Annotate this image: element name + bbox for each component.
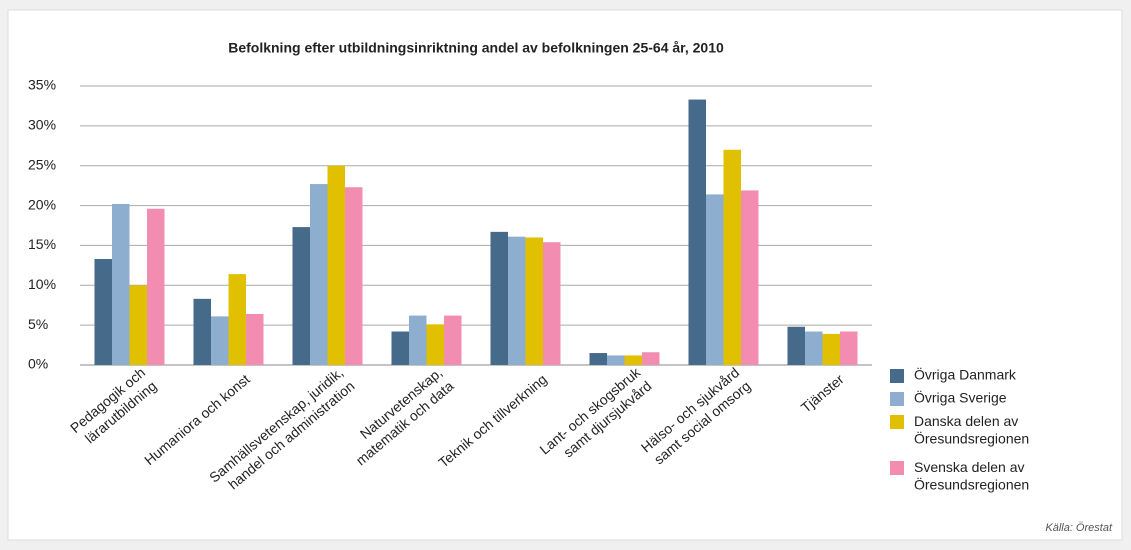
bar: [589, 353, 607, 365]
bar: [741, 190, 759, 365]
y-tick-label: 15%: [28, 236, 56, 252]
bar: [426, 324, 444, 365]
bar: [444, 315, 462, 365]
bar: [607, 355, 625, 365]
bar: [129, 285, 147, 365]
bar: [228, 274, 246, 365]
legend-swatch: [890, 392, 904, 406]
y-tick-label: 0%: [28, 356, 48, 372]
bar: [327, 165, 345, 365]
bar: [211, 316, 229, 365]
bar: [409, 315, 427, 365]
panel: [7, 9, 1123, 541]
legend-swatch: [890, 415, 904, 429]
y-tick-label: 20%: [28, 196, 56, 212]
bar: [723, 149, 741, 365]
y-tick-label: 30%: [28, 117, 56, 133]
bar: [525, 237, 543, 365]
bar: [805, 331, 823, 365]
bar: [345, 187, 363, 365]
legend-swatch: [890, 461, 904, 475]
source: Källa: Örestat: [1045, 522, 1113, 534]
bar: [787, 326, 805, 365]
bar: [840, 331, 858, 365]
bar: [147, 208, 165, 365]
legend-label: Svenska delen av Öresundsregionen: [914, 459, 1029, 493]
bar: [688, 99, 706, 366]
y-tick-label: 35%: [28, 77, 56, 93]
legend-label: Övriga Sverige: [914, 389, 1007, 406]
bar: [94, 258, 112, 365]
bar: [624, 355, 642, 365]
bar: [112, 203, 130, 365]
bar: [246, 313, 264, 365]
bar: [822, 333, 840, 365]
legend-swatch: [890, 369, 904, 383]
legend-label: Danska delen av Öresundsregionen: [914, 413, 1029, 447]
y-tick-label: 5%: [28, 316, 48, 332]
bar: [543, 242, 561, 365]
chart-title: Befolkning efter utbildningsinriktning a…: [228, 40, 724, 56]
bar: [490, 231, 508, 365]
bar: [642, 352, 660, 365]
legend-label: Övriga Danmark: [914, 366, 1017, 383]
bar: [193, 298, 211, 365]
bar: [310, 184, 328, 365]
bar: [292, 227, 310, 365]
y-tick-label: 25%: [28, 156, 56, 172]
bar: [508, 236, 526, 365]
bar: [706, 194, 724, 365]
bar: [391, 331, 409, 365]
y-tick-label: 10%: [28, 276, 56, 292]
